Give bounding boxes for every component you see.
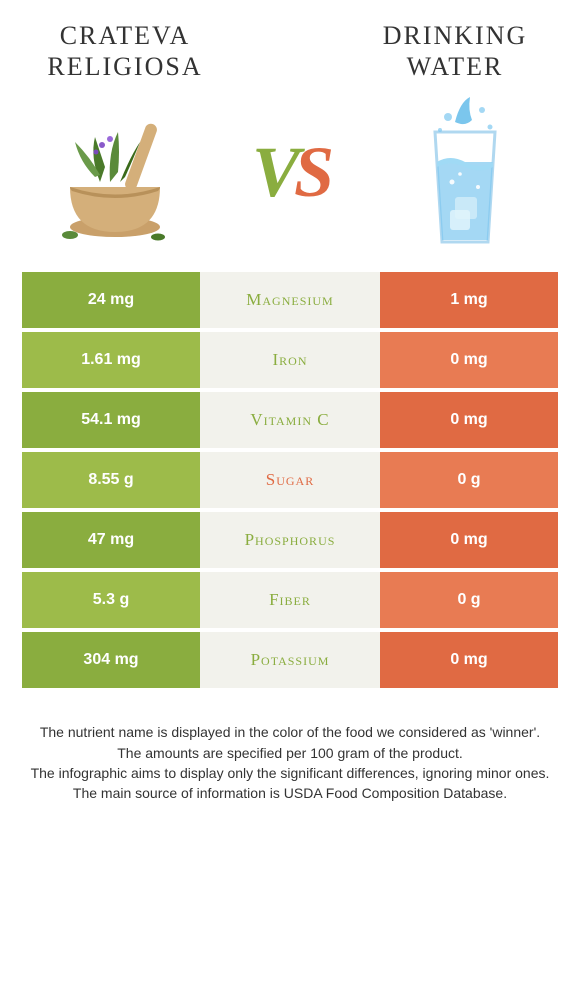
- footer-line: The infographic aims to display only the…: [20, 763, 560, 783]
- water-glass-icon: [400, 92, 530, 252]
- table-row: 5.3 gFiber0 g: [22, 572, 558, 628]
- table-row: 8.55 gSugar0 g: [22, 452, 558, 508]
- left-value: 47 mg: [22, 512, 200, 568]
- vs-s: S: [294, 132, 328, 212]
- table-row: 54.1 mgVitamin C0 mg: [22, 392, 558, 448]
- right-value: 0 mg: [380, 392, 558, 448]
- left-value: 1.61 mg: [22, 332, 200, 388]
- nutrient-label: Magnesium: [200, 272, 380, 328]
- table-row: 1.61 mgIron0 mg: [22, 332, 558, 388]
- right-value: 0 g: [380, 452, 558, 508]
- images-row: VS: [0, 82, 580, 272]
- vs-label: VS: [252, 131, 328, 214]
- left-value: 24 mg: [22, 272, 200, 328]
- right-value: 0 mg: [380, 332, 558, 388]
- right-title: Drinking water: [360, 20, 550, 82]
- right-value: 0 g: [380, 572, 558, 628]
- right-value: 0 mg: [380, 632, 558, 688]
- nutrient-label: Iron: [200, 332, 380, 388]
- left-value: 5.3 g: [22, 572, 200, 628]
- footer-line: The main source of information is USDA F…: [20, 783, 560, 803]
- right-value: 0 mg: [380, 512, 558, 568]
- left-value: 304 mg: [22, 632, 200, 688]
- footer-line: The amounts are specified per 100 gram o…: [20, 743, 560, 763]
- left-value: 8.55 g: [22, 452, 200, 508]
- nutrient-label: Sugar: [200, 452, 380, 508]
- table-row: 304 mgPotassium0 mg: [22, 632, 558, 688]
- table-row: 24 mgMagnesium1 mg: [22, 272, 558, 328]
- right-image: [390, 97, 540, 247]
- nutrient-label: Fiber: [200, 572, 380, 628]
- footer-notes: The nutrient name is displayed in the co…: [0, 692, 580, 803]
- right-value: 1 mg: [380, 272, 558, 328]
- left-image: [40, 97, 190, 247]
- vs-v: V: [252, 132, 294, 212]
- header: Crateva religiosa Drinking water: [0, 0, 580, 82]
- footer-line: The nutrient name is displayed in the co…: [20, 722, 560, 742]
- nutrient-label: Potassium: [200, 632, 380, 688]
- left-value: 54.1 mg: [22, 392, 200, 448]
- nutrient-table: 24 mgMagnesium1 mg1.61 mgIron0 mg54.1 mg…: [22, 272, 558, 688]
- nutrient-label: Phosphorus: [200, 512, 380, 568]
- mortar-pestle-icon: [40, 97, 190, 247]
- nutrient-label: Vitamin C: [200, 392, 380, 448]
- table-row: 47 mgPhosphorus0 mg: [22, 512, 558, 568]
- left-title: Crateva religiosa: [30, 20, 220, 82]
